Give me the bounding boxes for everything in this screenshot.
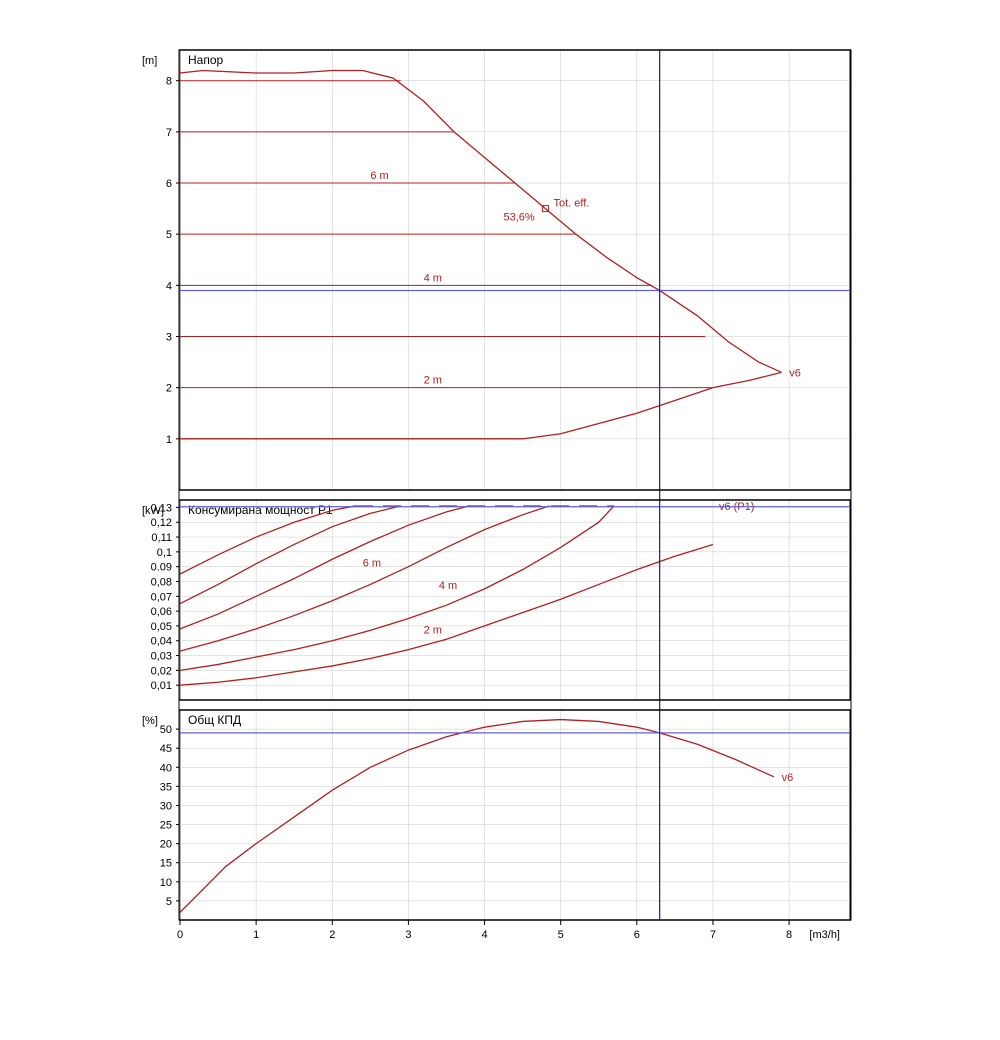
svg-text:v6: v6 <box>782 772 794 784</box>
svg-text:0,04: 0,04 <box>151 636 172 648</box>
svg-text:0,06: 0,06 <box>151 606 172 618</box>
svg-text:30: 30 <box>160 800 172 812</box>
svg-text:2: 2 <box>166 383 172 395</box>
svg-text:0: 0 <box>177 929 183 941</box>
svg-text:10: 10 <box>160 877 172 889</box>
svg-text:53,6%: 53,6% <box>503 212 534 224</box>
svg-text:8: 8 <box>166 76 172 88</box>
svg-text:6 m: 6 m <box>370 170 388 182</box>
svg-text:Общ КПД: Общ КПД <box>188 713 241 727</box>
svg-text:0,08: 0,08 <box>151 576 172 588</box>
svg-text:35: 35 <box>160 781 172 793</box>
svg-text:40: 40 <box>160 762 172 774</box>
svg-text:Напор: Напор <box>188 53 224 67</box>
svg-text:0,03: 0,03 <box>151 651 172 663</box>
svg-text:0,12: 0,12 <box>151 517 172 529</box>
svg-text:50: 50 <box>160 724 172 736</box>
svg-text:0,02: 0,02 <box>151 665 172 677</box>
svg-text:v6: v6 <box>789 367 801 379</box>
svg-text:4: 4 <box>166 280 172 292</box>
svg-text:0,07: 0,07 <box>151 591 172 603</box>
svg-text:6: 6 <box>634 929 640 941</box>
svg-text:0.09: 0.09 <box>151 562 172 574</box>
svg-text:8: 8 <box>786 929 792 941</box>
svg-text:2: 2 <box>329 929 335 941</box>
svg-text:20: 20 <box>160 839 172 851</box>
svg-text:0,1: 0,1 <box>157 547 172 559</box>
svg-text:4 m: 4 m <box>424 272 442 284</box>
svg-text:5: 5 <box>166 896 172 908</box>
svg-text:45: 45 <box>160 743 172 755</box>
svg-text:6: 6 <box>166 178 172 190</box>
svg-text:1: 1 <box>166 434 172 446</box>
svg-text:4: 4 <box>481 929 487 941</box>
pump-curve-chart: [m]Напор123456782 m4 m6 mTot. eff.53,6%v… <box>120 40 880 960</box>
svg-text:5: 5 <box>166 229 172 241</box>
svg-text:4 m: 4 m <box>439 580 457 592</box>
svg-text:6 m: 6 m <box>363 558 381 570</box>
svg-text:0,01: 0,01 <box>151 680 172 692</box>
svg-text:15: 15 <box>160 858 172 870</box>
svg-text:0,13: 0,13 <box>151 502 172 514</box>
svg-text:7: 7 <box>710 929 716 941</box>
svg-text:2 m: 2 m <box>424 375 442 387</box>
svg-text:[m3/h]: [m3/h] <box>809 929 840 941</box>
svg-text:[m]: [m] <box>142 55 157 67</box>
svg-text:Консумирана мощност P1: Консумирана мощност P1 <box>188 503 333 517</box>
svg-text:25: 25 <box>160 820 172 832</box>
svg-text:3: 3 <box>166 332 172 344</box>
svg-text:0,05: 0,05 <box>151 621 172 633</box>
svg-text:Tot. eff.: Tot. eff. <box>553 198 589 210</box>
svg-text:5: 5 <box>558 929 564 941</box>
svg-text:3: 3 <box>405 929 411 941</box>
svg-text:1: 1 <box>253 929 259 941</box>
svg-text:[%]: [%] <box>142 715 158 727</box>
svg-text:7: 7 <box>166 127 172 139</box>
svg-text:2 m: 2 m <box>424 624 442 636</box>
svg-text:0,11: 0,11 <box>151 532 172 544</box>
